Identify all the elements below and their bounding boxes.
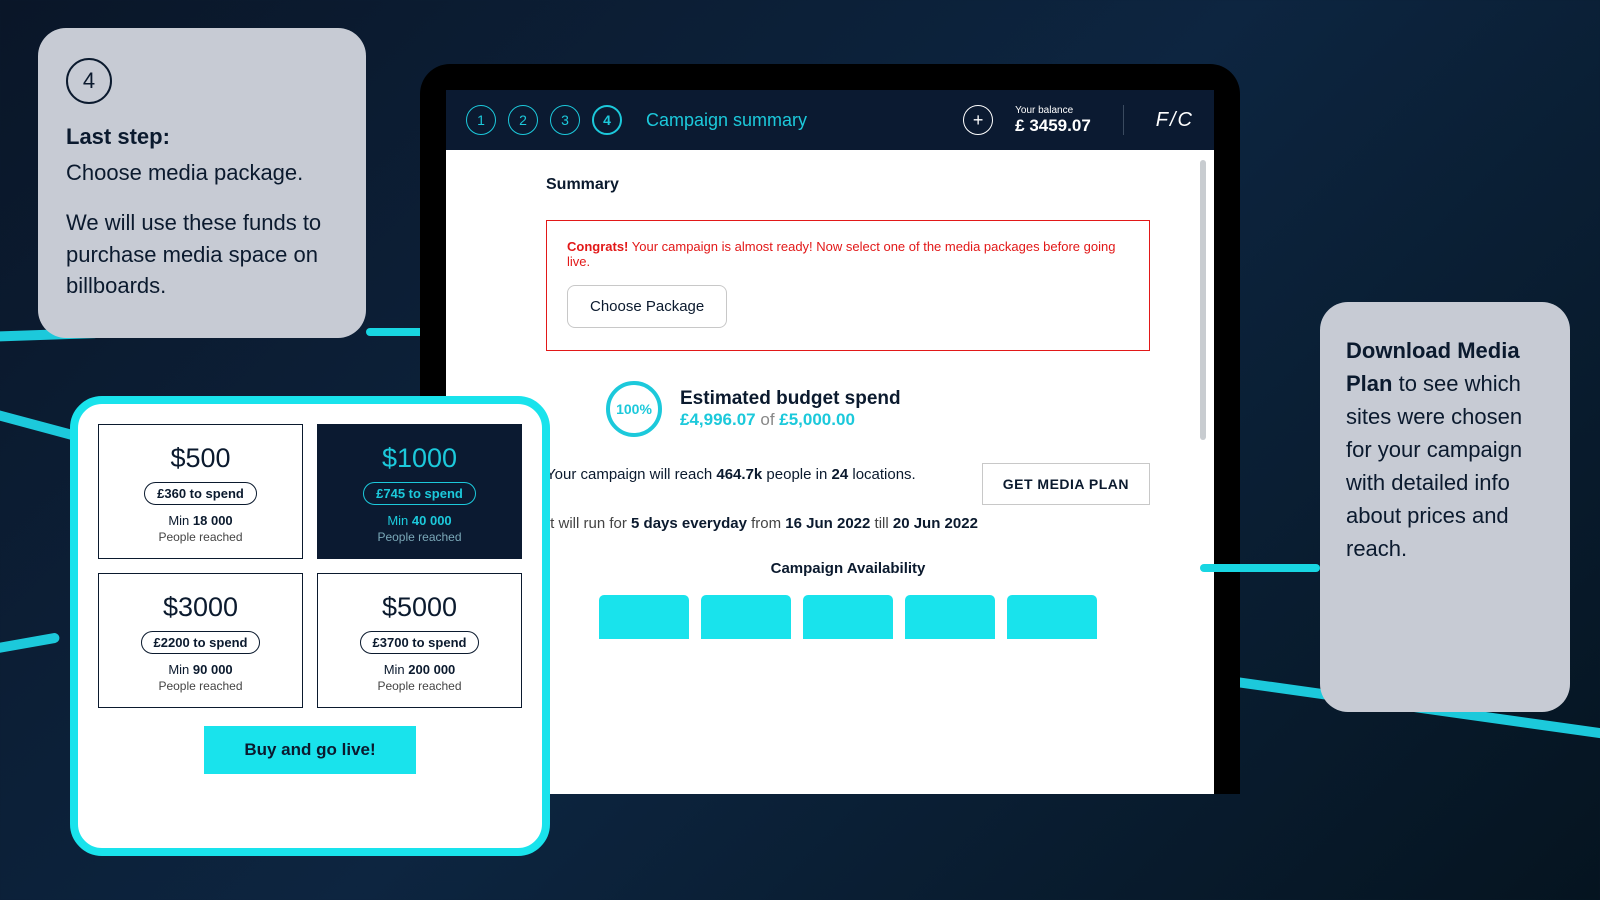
- availability-day: [1007, 595, 1097, 639]
- scrollbar[interactable]: [1200, 160, 1206, 440]
- nav-step-2[interactable]: 2: [508, 105, 538, 135]
- package-spend: £2200 to spend: [141, 631, 261, 654]
- package-price: $5000: [328, 592, 511, 623]
- package-spend: £360 to spend: [144, 482, 257, 505]
- package-sub: People reached: [109, 530, 292, 544]
- budget-spent: £4,996.07: [680, 410, 756, 429]
- top-nav: 1234 Campaign summary + Your balance £ 3…: [446, 90, 1214, 150]
- package-price: $500: [109, 443, 292, 474]
- balance-box: Your balance £ 3459.07: [1015, 105, 1091, 136]
- section-title: Summary: [546, 176, 1150, 194]
- alert-strong: Congrats!: [567, 239, 628, 254]
- nav-step-1[interactable]: 1: [466, 105, 496, 135]
- package-reach: Min 90 000: [109, 662, 292, 677]
- budget-row: 100% Estimated budget spend £4,996.07 of…: [606, 381, 1150, 437]
- budget-total: £5,000.00: [779, 410, 855, 429]
- callout-line2: We will use these funds to purchase medi…: [66, 207, 338, 303]
- package-price: $1000: [328, 443, 511, 474]
- budget-amounts: £4,996.07 of £5,000.00: [680, 410, 901, 430]
- package-price: $3000: [109, 592, 292, 623]
- add-balance-button[interactable]: +: [963, 105, 993, 135]
- balance-amount: £ 3459.07: [1015, 116, 1091, 136]
- nav-divider: [1123, 105, 1124, 135]
- availability-bars: [546, 595, 1150, 639]
- buy-go-live-button[interactable]: Buy and go live!: [204, 726, 415, 774]
- package-sub: People reached: [328, 530, 511, 544]
- callout-step-4: 4 Last step: Choose media package. We wi…: [38, 28, 366, 338]
- run-text: It will run for 5 days everyday from 16 …: [546, 515, 1150, 532]
- app-screen: 1234 Campaign summary + Your balance £ 3…: [446, 90, 1214, 794]
- nav-step-3[interactable]: 3: [550, 105, 580, 135]
- package-reach: Min 18 000: [109, 513, 292, 528]
- availability-title: Campaign Availability: [546, 560, 1150, 577]
- callout-media-plan: Download Media Plan to see which sites w…: [1320, 302, 1570, 712]
- choose-package-button[interactable]: Choose Package: [567, 285, 727, 328]
- nav-step-4[interactable]: 4: [592, 105, 622, 135]
- decor-bar: [0, 632, 60, 657]
- package-spend: £3700 to spend: [360, 631, 480, 654]
- availability-day: [701, 595, 791, 639]
- nav-title: Campaign summary: [646, 110, 807, 131]
- package-option[interactable]: $5000 £3700 to spend Min 200 000 People rea…: [317, 573, 522, 708]
- callout-line1: Choose media package.: [66, 157, 338, 189]
- reach-row: Your campaign will reach 464.7k people i…: [546, 463, 1150, 505]
- budget-title: Estimated budget spend: [680, 388, 901, 410]
- package-spend: £745 to spend: [363, 482, 476, 505]
- package-reach: Min 200 000: [328, 662, 511, 677]
- get-media-plan-button[interactable]: GET MEDIA PLAN: [982, 463, 1150, 505]
- availability-day: [905, 595, 995, 639]
- alert-body: Your campaign is almost ready! Now selec…: [567, 239, 1115, 269]
- callout-right-body: to see which sites were chosen for your …: [1346, 371, 1522, 561]
- callout-head: Last step:: [66, 122, 338, 153]
- alert-box: Congrats! Your campaign is almost ready!…: [546, 220, 1150, 351]
- package-option[interactable]: $3000 £2200 to spend Min 90 000 People reac…: [98, 573, 303, 708]
- reach-text: Your campaign will reach 464.7k people i…: [546, 463, 952, 487]
- content-area: Summary Congrats! Your campaign is almos…: [446, 150, 1214, 794]
- availability-day: [599, 595, 689, 639]
- brand-logo: F/C: [1156, 109, 1194, 132]
- balance-label: Your balance: [1015, 105, 1091, 116]
- package-reach: Min 40 000: [328, 513, 511, 528]
- package-sub: People reached: [109, 679, 292, 693]
- availability-day: [803, 595, 893, 639]
- package-option[interactable]: $500 £360 to spend Min 18 000 People reache…: [98, 424, 303, 559]
- alert-text: Congrats! Your campaign is almost ready!…: [567, 239, 1129, 269]
- step-number-icon: 4: [66, 58, 112, 104]
- percent-circle: 100%: [606, 381, 662, 437]
- package-option[interactable]: $1000 £745 to spend Min 40 000 People reach…: [317, 424, 522, 559]
- package-sub: People reached: [328, 679, 511, 693]
- packages-card: $500 £360 to spend Min 18 000 People reache…: [70, 396, 550, 856]
- connector-line: [1200, 564, 1320, 572]
